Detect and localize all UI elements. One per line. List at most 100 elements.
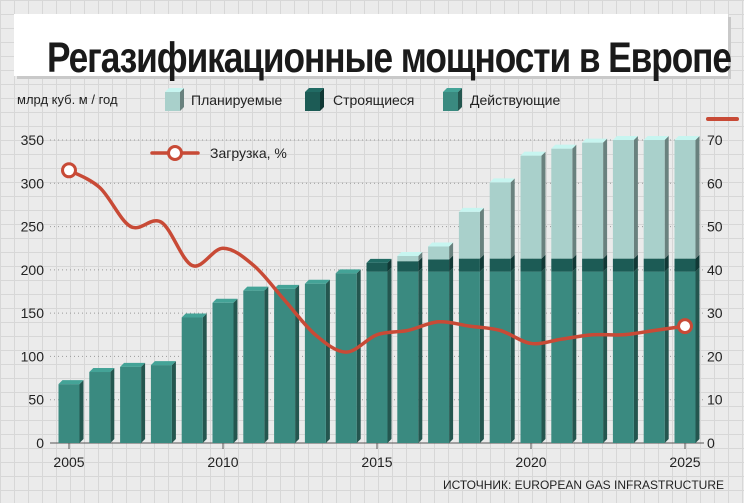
bar-stack (150, 361, 176, 443)
bar-segment (428, 271, 450, 443)
bar-segment (582, 271, 604, 443)
bar-top (520, 151, 546, 156)
bar-side-2 (572, 144, 577, 259)
bar-segment (612, 271, 634, 443)
bar-segment (458, 271, 480, 443)
y2-tick-label: 20 (707, 348, 723, 364)
bar-side-2 (479, 207, 484, 259)
y2-tick-label: 60 (707, 175, 723, 191)
chart-title: Регазификационные мощности в Европе (47, 34, 732, 82)
bar-side-0 (79, 380, 84, 443)
bar-top (58, 380, 84, 385)
bar-side-0 (418, 267, 423, 443)
bar-side-1 (418, 257, 423, 272)
bar-stack (643, 136, 669, 443)
bar-side-1 (633, 254, 638, 272)
bar-segment (612, 258, 634, 272)
bar-top (212, 298, 238, 303)
y-tick-label: 50 (28, 392, 44, 408)
bar-top (458, 207, 484, 212)
bar-segment (243, 290, 265, 443)
bar-segment (212, 302, 234, 443)
bar-side-2 (695, 136, 700, 259)
bar-top (274, 284, 300, 289)
x-tick-label: 2020 (515, 454, 546, 470)
bar-side-0 (387, 267, 392, 443)
y2-tick-label: 70 (707, 132, 723, 148)
bar-top (150, 361, 176, 366)
y-tick-label: 300 (21, 175, 45, 191)
bar-stack (520, 151, 546, 443)
bar-segment (89, 372, 111, 443)
bar-segment (397, 256, 419, 262)
bar-segment (674, 258, 696, 272)
legend-label: Действующие (470, 92, 560, 108)
x-tick-label: 2010 (207, 454, 238, 470)
bar-segment (551, 148, 573, 259)
y-axis-label: млрд куб. м / год (17, 92, 118, 107)
bar-side-2 (418, 252, 423, 262)
bar-segment (551, 271, 573, 443)
bar-side-0 (449, 267, 454, 443)
y-tick-label: 350 (21, 132, 45, 148)
bar-side-0 (171, 361, 176, 443)
y-tick-label: 200 (21, 262, 45, 278)
bar-segment (274, 288, 296, 443)
utilization-marker (677, 318, 693, 335)
bar-side-2 (510, 178, 515, 259)
bar-segment (428, 259, 450, 272)
bar-top (243, 286, 269, 291)
bar-segment (150, 365, 172, 443)
bar-stack (397, 252, 423, 443)
x-tick-label: 2025 (669, 454, 700, 470)
bar-stack (551, 144, 577, 443)
source-note: ИСТОЧНИК: EUROPEAN GAS INFRASTRUCTURE (443, 478, 724, 492)
bar-top (89, 368, 115, 373)
bar-segment (551, 258, 573, 272)
bar-top (612, 136, 638, 140)
legend-swatch (165, 88, 184, 111)
bar-stack (428, 242, 454, 443)
bar-segment (458, 258, 480, 272)
bar-side-1 (510, 254, 515, 272)
bar-top (582, 138, 608, 143)
bar-stack (120, 362, 146, 443)
bar-segment (366, 271, 388, 443)
bar-top (489, 178, 515, 183)
bar-side-0 (510, 267, 515, 443)
legend-label: Строящиеся (333, 92, 414, 108)
y-tick-label: 0 (36, 435, 44, 451)
bar-stack (674, 136, 700, 443)
title-box: Регазификационные мощности в Европе (14, 14, 732, 82)
y2-tick-label: 30 (707, 305, 723, 321)
bar-segment (458, 211, 480, 259)
bar-side-0 (695, 267, 700, 443)
bar-top (366, 258, 392, 263)
bar-side-2 (664, 136, 669, 259)
bar-stack (243, 286, 269, 443)
swatch-side (458, 88, 462, 111)
utilization-marker (61, 162, 77, 179)
swatch-front (443, 92, 458, 111)
bar-side-2 (541, 151, 546, 259)
bar-side-0 (233, 298, 238, 443)
bar-side-1 (479, 254, 484, 272)
bar-segment (58, 384, 80, 443)
bar-segment (643, 140, 665, 259)
bar-segment (489, 271, 511, 443)
swatch-front (165, 92, 180, 111)
bar-segment (643, 258, 665, 272)
bar-segment (397, 271, 419, 443)
y-tick-label: 250 (21, 219, 45, 235)
bar-side-2 (449, 242, 454, 260)
bar-stack (612, 136, 638, 443)
bar-top (643, 136, 669, 140)
bar-side-1 (603, 254, 608, 272)
bar-segment (335, 273, 357, 443)
bar-segment (489, 182, 511, 259)
bar-side-0 (479, 267, 484, 443)
bar-side-2 (603, 138, 608, 259)
utilization-line (67, 168, 687, 354)
bar-side-1 (572, 254, 577, 272)
